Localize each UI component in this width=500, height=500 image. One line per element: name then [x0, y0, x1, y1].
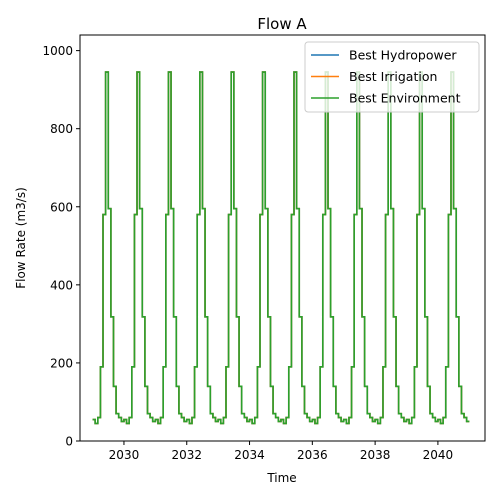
- y-tick-label: 0: [65, 435, 73, 449]
- x-axis: 2030 2032 2034 2036 2038 2040: [109, 441, 454, 462]
- x-axis-label: Time: [266, 471, 296, 485]
- x-tick-label: 2036: [297, 448, 328, 462]
- x-tick-label: 2032: [171, 448, 202, 462]
- legend-label-best-environment: Best Environment: [349, 91, 461, 106]
- y-tick-label: 800: [50, 122, 73, 136]
- y-tick-label: 1000: [42, 44, 73, 58]
- x-tick-label: 2040: [423, 448, 454, 462]
- x-tick-label: 2034: [234, 448, 265, 462]
- axes-frame: [79, 34, 486, 442]
- plot-area: [92, 71, 470, 425]
- x-tick-label: 2038: [360, 448, 391, 462]
- series-line-best-hydropower: [92, 71, 470, 425]
- y-tick-label: 400: [50, 278, 73, 292]
- series-line-best-irrigation: [92, 71, 470, 425]
- legend-frame: [304, 41, 480, 113]
- legend: Best Hydropower Best Irrigation Best Envir…: [304, 41, 480, 113]
- y-axis: 0 200 400 600 800 1000: [42, 44, 80, 449]
- legend-label-best-hydropower: Best Hydropower: [349, 48, 457, 63]
- legend-label-best-irrigation: Best Irrigation: [349, 69, 437, 84]
- chart-title: Flow A: [257, 15, 307, 33]
- y-axis-label: Flow Rate (m3/s): [14, 187, 28, 289]
- x-tick-label: 2030: [109, 448, 140, 462]
- series-line-best-environment: [92, 71, 470, 425]
- y-tick-label: 600: [50, 200, 73, 214]
- y-tick-label: 200: [50, 356, 73, 370]
